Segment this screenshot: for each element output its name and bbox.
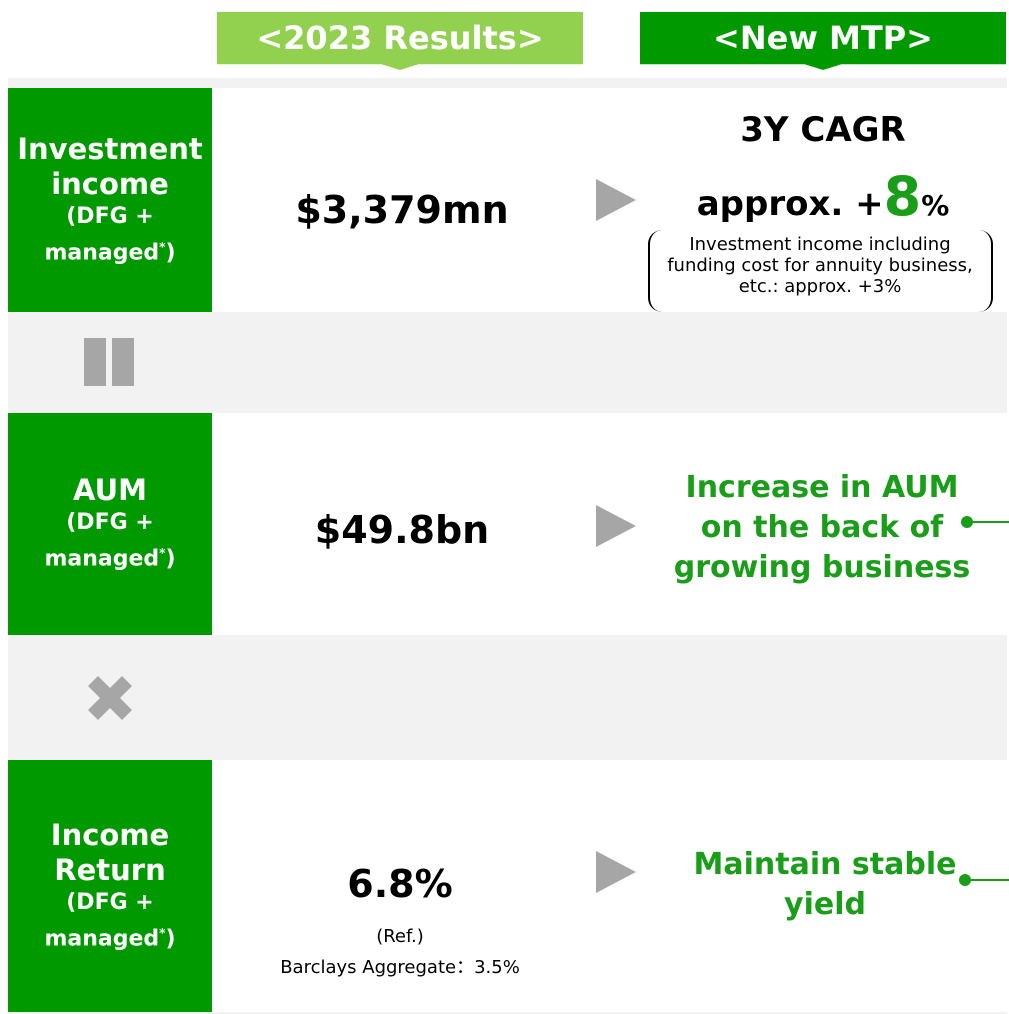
label-main: Income Return (50, 817, 170, 887)
row-label: AUM (DFG + managed*) (8, 413, 212, 635)
equals-bar (112, 338, 134, 386)
label-sub: (DFG + (66, 889, 154, 915)
result-ref: (Ref.) (376, 926, 424, 947)
result-value: $3,379mn (295, 188, 509, 232)
label-sub: managed*) (44, 538, 175, 574)
times-shape (88, 676, 132, 720)
label-sub: (DFG + (66, 510, 154, 536)
label-sub-end: ) (165, 926, 176, 952)
row-label: Investment income (DFG + managed*) (8, 88, 212, 312)
connector-dot (959, 874, 971, 886)
label-sub: managed*) (44, 232, 175, 268)
connector-line (968, 521, 1009, 523)
label-sub-text: managed (44, 926, 160, 952)
equals-bar (84, 338, 106, 386)
target-number: 8 (883, 165, 922, 228)
connector-line (966, 879, 1009, 881)
result-value: $49.8bn (314, 508, 490, 552)
label-sub-end: ) (165, 240, 176, 266)
target-suffix: % (921, 189, 950, 222)
target-note: Investment income including funding cost… (667, 234, 973, 297)
header-results: <2023 Results> (217, 12, 583, 70)
target-line: approx. +8% (640, 165, 1006, 228)
header-mtp: <New MTP> (640, 12, 1006, 70)
result-note: Barclays Aggregate：3.5% (280, 957, 520, 978)
arrow (596, 505, 636, 547)
row-label: Income Return (DFG + managed*) (8, 760, 212, 1012)
arrow (596, 851, 636, 893)
target-text: Maintain stable yield (693, 847, 957, 922)
note-mark: * (159, 925, 166, 940)
header-text: <New MTP> (713, 19, 933, 57)
note-mark: * (159, 546, 166, 561)
label-main: Investment income (17, 131, 203, 201)
label-sub: (DFG + (66, 203, 154, 229)
label-main: AUM (73, 473, 147, 508)
label-sub-text: managed (44, 240, 160, 266)
label-sub: managed*) (44, 918, 175, 954)
result-value: 6.8% (347, 862, 453, 906)
label-sub-end: ) (165, 546, 176, 572)
note-mark: * (159, 239, 166, 254)
times-sign (88, 676, 132, 720)
header-text: <2023 Results> (256, 19, 544, 57)
connector-dot (961, 516, 973, 528)
label-sub-text: managed (44, 546, 160, 572)
arrow (596, 179, 636, 221)
target-prefix: approx. + (696, 184, 884, 224)
note-bracket (648, 230, 993, 312)
target-text: Increase in AUM on the back of growing b… (673, 470, 971, 585)
target-title: 3Y CAGR (740, 110, 906, 150)
